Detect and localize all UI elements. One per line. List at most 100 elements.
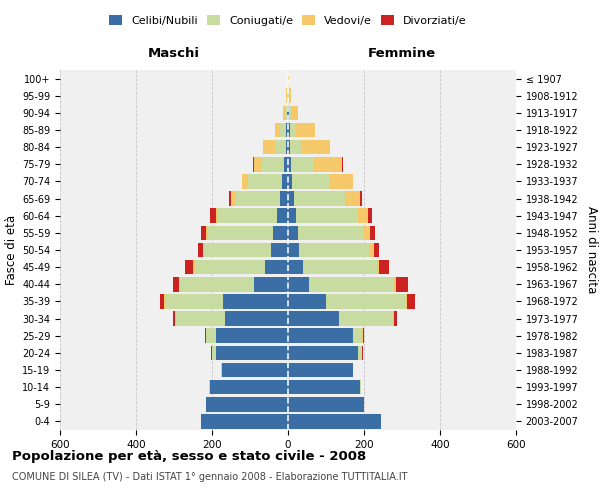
Bar (288, 397, 364, 411)
Bar (288, 192, 294, 206)
Bar (275, 140, 286, 154)
Bar (288, 140, 290, 154)
Bar (326, 294, 406, 308)
Bar (377, 260, 379, 274)
Bar (283, 174, 288, 188)
Bar (288, 277, 309, 291)
Bar (290, 122, 296, 138)
Bar (160, 294, 164, 308)
Bar (288, 226, 298, 240)
Bar (254, 157, 262, 172)
Bar (362, 346, 363, 360)
Bar (288, 157, 291, 172)
Bar (286, 88, 287, 103)
Bar (364, 226, 370, 240)
Bar (394, 277, 396, 291)
Bar (205, 328, 206, 343)
Bar (203, 242, 205, 258)
Bar (275, 122, 280, 138)
Bar (394, 312, 397, 326)
Bar (179, 277, 180, 291)
Bar (379, 260, 389, 274)
Bar (345, 192, 360, 206)
Bar (288, 328, 353, 343)
Bar (208, 226, 273, 240)
Bar (370, 242, 373, 258)
Bar (353, 328, 362, 343)
Text: Maschi: Maschi (148, 46, 200, 60)
Bar (360, 380, 361, 394)
Bar (314, 157, 343, 172)
Bar (288, 312, 340, 326)
Bar (209, 380, 210, 394)
Bar (200, 226, 206, 240)
Bar (200, 414, 288, 428)
Bar (210, 380, 288, 394)
Bar (286, 106, 287, 120)
Bar (242, 174, 248, 188)
Bar (301, 140, 330, 154)
Legend: Celibi/Nubili, Coniugati/e, Vedovi/e, Divorziati/e: Celibi/Nubili, Coniugati/e, Vedovi/e, Di… (105, 10, 471, 30)
Bar (175, 312, 176, 326)
Bar (164, 294, 223, 308)
Bar (288, 122, 290, 138)
Bar (280, 122, 286, 138)
Bar (296, 122, 314, 138)
Bar (210, 208, 216, 223)
Bar (288, 414, 381, 428)
Text: Femmine: Femmine (368, 46, 436, 60)
Bar (406, 294, 407, 308)
Bar (292, 174, 330, 188)
Bar (288, 260, 303, 274)
Bar (248, 174, 283, 188)
Bar (360, 192, 362, 206)
Bar (273, 226, 288, 240)
Bar (330, 174, 353, 188)
Bar (223, 294, 288, 308)
Bar (205, 242, 271, 258)
Bar (198, 242, 203, 258)
Bar (362, 328, 363, 343)
Bar (185, 260, 193, 274)
Bar (216, 208, 218, 223)
Bar (298, 226, 364, 240)
Bar (340, 312, 392, 326)
Bar (290, 140, 301, 154)
Bar (216, 346, 288, 360)
Bar (392, 312, 394, 326)
Bar (263, 140, 275, 154)
Bar (368, 208, 371, 223)
Bar (193, 260, 195, 274)
Bar (287, 106, 288, 120)
Bar (284, 157, 288, 172)
Bar (231, 192, 235, 206)
Bar (407, 294, 415, 308)
Bar (370, 226, 376, 240)
Bar (216, 328, 288, 343)
Bar (218, 208, 277, 223)
Bar (235, 192, 280, 206)
Text: Popolazione per età, sesso e stato civile - 2008: Popolazione per età, sesso e stato civil… (12, 450, 366, 463)
Bar (173, 312, 175, 326)
Bar (277, 208, 288, 223)
Bar (309, 277, 394, 291)
Bar (206, 397, 288, 411)
Bar (253, 157, 254, 172)
Bar (286, 140, 288, 154)
Bar (180, 277, 254, 291)
Bar (286, 122, 288, 138)
Bar (195, 260, 265, 274)
Bar (229, 192, 231, 206)
Bar (221, 362, 288, 378)
Bar (294, 192, 345, 206)
Bar (289, 88, 291, 103)
Bar (226, 312, 288, 326)
Bar (363, 328, 364, 343)
Bar (358, 346, 362, 360)
Bar (173, 277, 179, 291)
Bar (290, 106, 298, 120)
Bar (397, 277, 408, 291)
Y-axis label: Anni di nascita: Anni di nascita (585, 206, 598, 294)
Bar (212, 346, 216, 360)
Bar (288, 380, 360, 394)
